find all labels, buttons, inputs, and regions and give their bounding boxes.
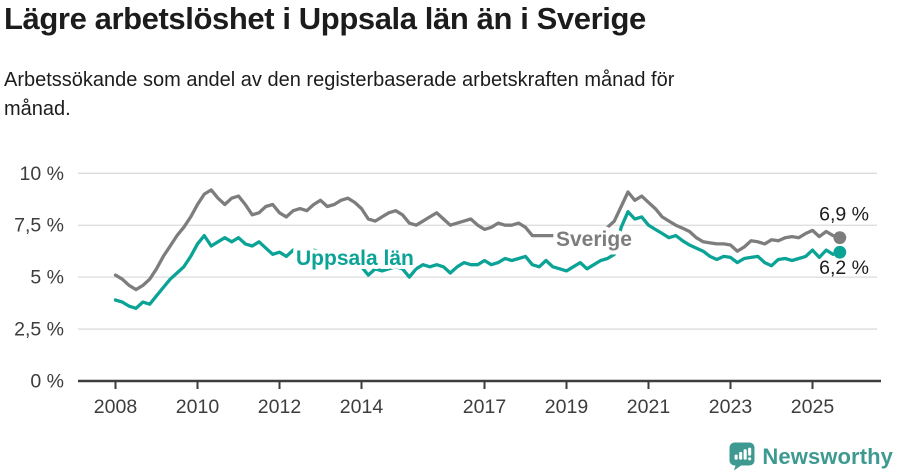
- x-tick-label-2023: 2023: [709, 396, 752, 418]
- uppsala-l-n-series-label: Uppsala län: [296, 247, 414, 270]
- logo-bar-medium: [739, 452, 743, 460]
- uppsala-l-n-end-value-label: 6,2 %: [819, 257, 869, 279]
- logo-exclamation-stem: [748, 447, 752, 456]
- x-tick-label-2010: 2010: [176, 396, 220, 418]
- x-tick-label-2014: 2014: [340, 396, 384, 418]
- logo-bar-small: [735, 454, 739, 460]
- x-tick-label-2017: 2017: [463, 396, 506, 418]
- chart-title: Lägre arbetslöshet i Uppsala län än i Sv…: [4, 1, 646, 36]
- y-tick-label-2.5: 2,5 %: [14, 319, 64, 341]
- chart-subtitle: Arbetssökande som andel av den registerb…: [4, 66, 674, 124]
- newsworthy-logo[interactable]: Newsworthy: [729, 442, 893, 471]
- x-tick-label-2019: 2019: [545, 396, 588, 418]
- x-tick-label-2012: 2012: [258, 396, 301, 418]
- chart-subtitle-line2: månad.: [4, 98, 71, 120]
- sverige-line: [113, 188, 842, 292]
- newsworthy-wordmark: Newsworthy: [762, 443, 893, 469]
- y-tick-label-5: 5 %: [30, 267, 64, 289]
- y-tick-label-0: 0 %: [30, 371, 64, 393]
- logo-exclamation-dot: [748, 457, 752, 461]
- sverige-end-value-label: 6,9 %: [819, 204, 869, 226]
- logo-bar-large: [744, 449, 748, 460]
- y-tick-label-10: 10 %: [20, 163, 64, 185]
- sverige-series-label: Sverige: [556, 228, 632, 251]
- newsworthy-bubble-chart-icon: [729, 442, 755, 471]
- x-tick-label-2008: 2008: [94, 396, 137, 418]
- sverige-end-dot: [833, 231, 847, 245]
- uppsala-l-n-line: [113, 210, 842, 310]
- x-tick-label-2025: 2025: [791, 396, 835, 418]
- uppsala-l-n-end-dot: [833, 245, 847, 259]
- x-tick-label-2021: 2021: [627, 396, 670, 418]
- chart-subtitle-line1: Arbetssökande som andel av den registerb…: [4, 69, 675, 91]
- y-tick-label-7.5: 7,5 %: [14, 215, 64, 237]
